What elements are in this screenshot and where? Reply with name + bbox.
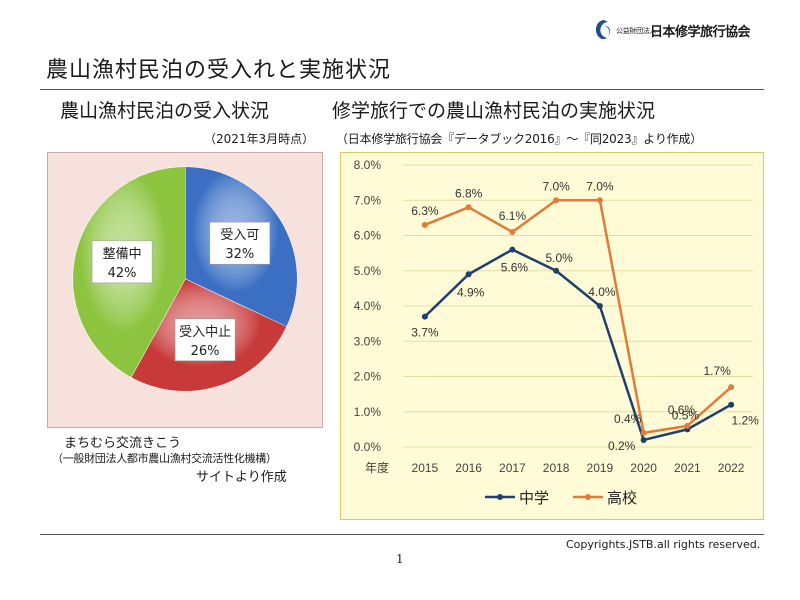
data-point: [509, 228, 516, 235]
data-label: 5.6%: [501, 261, 529, 275]
legend-marker-2: [585, 494, 591, 500]
data-label: 0.2%: [608, 439, 636, 453]
left-source-line-3: サイトより作成: [196, 470, 287, 485]
org-small-label: 公益財団法人: [616, 27, 657, 35]
data-label: 7.0%: [542, 179, 570, 193]
pie-chart: 受入可 32% 受入中止 26% 整備中 42%: [72, 166, 298, 392]
data-point: [509, 246, 516, 253]
data-label: 4.0%: [588, 285, 616, 299]
x-tick-label: 2021: [674, 461, 701, 475]
data-label: 0.4%: [614, 412, 642, 426]
y-tick-label: 5.0%: [354, 264, 382, 278]
legend-label-1: 中学: [519, 489, 549, 507]
x-tick-label: 2017: [499, 461, 526, 475]
pie-slice-label-1: 受入可: [220, 228, 259, 243]
y-tick-label: 0.0%: [354, 440, 382, 454]
data-point: [684, 422, 691, 429]
pie-slice-label-3: 整備中: [103, 246, 142, 262]
x-tick-label: 2019: [587, 461, 614, 475]
pie-label-box-2: [174, 318, 236, 362]
data-point: [421, 313, 428, 320]
series-line-junior-high: [424, 248, 732, 442]
data-label: 4.9%: [457, 285, 485, 299]
x-tick-label: 2018: [543, 461, 570, 475]
data-point: [421, 221, 428, 228]
y-tick-label: 3.0%: [354, 334, 382, 348]
pie-slice-value-3: 42%: [108, 266, 137, 281]
footer-divider: [40, 534, 764, 535]
x-tick-label: 2020: [630, 461, 657, 475]
page-title: 農山漁村民泊の受入れと実施状況: [46, 58, 392, 83]
data-label: 5.0%: [545, 251, 573, 265]
y-tick-label: 6.0%: [354, 229, 382, 243]
data-label: 1.2%: [731, 414, 759, 428]
title-divider: [40, 89, 764, 90]
x-axis-title: 年度: [365, 460, 389, 475]
x-tick-label: 2016: [455, 461, 482, 475]
data-point: [596, 197, 603, 204]
pie-slice-label-2: 受入中止: [179, 325, 231, 340]
left-source-line-1: まちむら交流きこう: [64, 436, 182, 451]
page-number: 1: [396, 552, 404, 566]
pie-chart-panel: 受入可 32% 受入中止 26% 整備中 42%: [47, 152, 323, 428]
data-point: [553, 267, 560, 274]
left-source-line-2: （一般財団法人都市農山漁村交流活性化機構）: [52, 452, 277, 465]
left-section-heading: 農山漁村民泊の受入状況: [60, 100, 270, 122]
data-point: [640, 429, 647, 436]
data-label: 7.0%: [586, 179, 614, 193]
data-point: [596, 303, 603, 309]
legend-label-2: 高校: [607, 489, 637, 507]
pie-label-box-3: [91, 240, 153, 284]
data-point: [640, 436, 647, 443]
pie-label-box-1: [209, 221, 271, 265]
y-tick-label: 1.0%: [354, 405, 382, 419]
x-tick-label: 2022: [718, 461, 745, 475]
right-source-note: （日本修学旅行協会『データブック2016』～『同2023』より作成）: [336, 132, 703, 146]
data-point: [465, 204, 472, 211]
data-label: 0.6%: [668, 403, 696, 417]
y-tick-label: 8.0%: [354, 158, 382, 172]
data-label: 0.5%: [672, 408, 700, 422]
pie-slice-value-1: 32%: [225, 247, 254, 262]
data-label: 1.7%: [703, 364, 731, 378]
x-tick-label: 2015: [412, 461, 439, 475]
org-logo: 公益財団法人 日本修学旅行協会: [592, 18, 772, 44]
y-tick-label: 7.0%: [354, 193, 382, 207]
series-line-high-school: [424, 199, 732, 435]
y-tick-label: 2.0%: [354, 370, 382, 384]
org-name: 日本修学旅行協会: [650, 25, 751, 40]
data-label: 6.8%: [455, 186, 483, 200]
org-emblem-icon: [595, 20, 611, 40]
legend-marker-1: [497, 494, 503, 500]
line-chart: 0.0% 1.0% 2.0% 3.0% 4.0% 5.0% 6.0% 7.0% 8.0% 年度 20…: [354, 158, 759, 507]
y-tick-label: 4.0%: [354, 299, 382, 313]
line-chart-panel: 0.0% 1.0% 2.0% 3.0% 4.0% 5.0% 6.0% 7.0% 8.0% 年度 20…: [340, 152, 764, 520]
data-label: 6.1%: [499, 209, 527, 223]
pie-slice-value-2: 26%: [191, 344, 220, 359]
data-label: 6.3%: [411, 204, 439, 218]
data-point: [553, 197, 560, 204]
data-point: [465, 271, 472, 278]
data-point: [728, 384, 735, 391]
data-point: [728, 401, 735, 408]
data-label: 3.7%: [411, 326, 439, 340]
copyright-text: Copyrights.JSTB.all rights reserved.: [566, 538, 761, 551]
left-date-note: （2021年3月時点）: [204, 132, 315, 146]
right-section-heading: 修学旅行での農山漁村民泊の実施状況: [332, 100, 656, 122]
